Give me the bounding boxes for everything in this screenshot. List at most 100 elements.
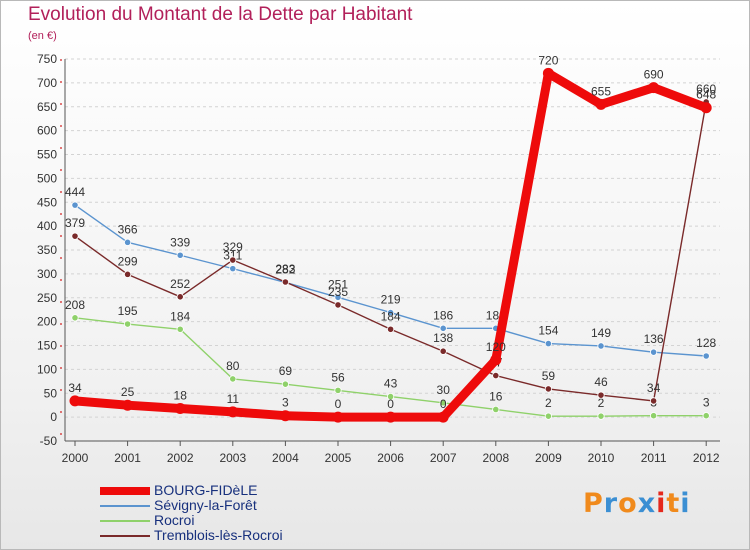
- data-point-bourg-fidele: [595, 98, 607, 110]
- data-point-rocroi: [597, 412, 605, 420]
- data-label-tremblois-les-rocroi: 46: [594, 375, 608, 389]
- data-point-rocroi: [71, 314, 79, 322]
- y-tick-label: 150: [37, 339, 57, 353]
- data-point-tremblois-les-rocroi: [492, 371, 500, 380]
- data-label-rocroi: 195: [118, 304, 138, 318]
- data-label-rocroi: 16: [489, 389, 503, 403]
- data-label-tremblois-les-rocroi: 59: [542, 369, 556, 383]
- legend-swatch-rocroi: [100, 520, 150, 522]
- x-tick-label: 2002: [167, 451, 194, 465]
- y-tick-label: 450: [37, 195, 57, 209]
- data-point-tremblois-les-rocroi: [649, 397, 658, 405]
- data-point-rocroi: [492, 405, 500, 414]
- data-point-tremblois-les-rocroi: [71, 232, 79, 240]
- proxiti-logo: Proxiti: [583, 488, 691, 519]
- legend-label-rocroi: Rocroi: [154, 512, 195, 528]
- data-label-tremblois-les-rocroi: 379: [65, 216, 85, 230]
- data-point-tremblois-les-rocroi: [334, 301, 342, 309]
- data-label-tremblois-les-rocroi: 34: [647, 381, 661, 395]
- data-label-bourg-fidele: 0: [440, 397, 447, 411]
- data-point-tremblois-les-rocroi: [124, 270, 132, 278]
- data-label-bourg-fidele: 720: [538, 53, 558, 67]
- y-tick-label: 500: [37, 171, 57, 185]
- data-label-rocroi: 80: [226, 359, 240, 373]
- x-tick-label: 2005: [325, 451, 352, 465]
- chart-title: Evolution du Montant de la Dette par Hab…: [28, 4, 413, 25]
- data-label-bourg-fidele: 25: [121, 385, 135, 399]
- x-tick-label: 2003: [219, 451, 246, 465]
- y-tick-label: 750: [37, 52, 57, 66]
- data-label-bourg-fidele: 11: [227, 392, 240, 406]
- data-label-rocroi: 56: [331, 370, 345, 384]
- data-label-bourg-fidele: 0: [335, 397, 342, 411]
- data-label-tremblois-les-rocroi: 299: [118, 254, 138, 268]
- data-label-bourg-fidele: 655: [591, 84, 611, 98]
- data-label-rocroi: 69: [279, 364, 293, 378]
- x-tick-label: 2000: [62, 451, 89, 465]
- data-point-bourg-fidele: [648, 82, 660, 94]
- data-point-sevigny-la-foret: [71, 201, 79, 209]
- data-label-rocroi: 2: [545, 396, 552, 410]
- data-label-sevigny-la-foret: 128: [696, 336, 716, 350]
- data-point-rocroi: [702, 412, 710, 420]
- data-point-tremblois-les-rocroi: [229, 256, 237, 264]
- x-tick-label: 2001: [114, 451, 141, 465]
- data-point-tremblois-les-rocroi: [386, 325, 395, 333]
- data-point-bourg-fidele: [700, 102, 712, 114]
- data-point-tremblois-les-rocroi: [597, 391, 605, 399]
- data-point-bourg-fidele: [385, 411, 397, 423]
- data-label-sevigny-la-foret: 311: [223, 249, 242, 263]
- x-tick-label: 2007: [430, 451, 457, 465]
- data-label-bourg-fidele: 120: [486, 340, 506, 354]
- data-label-tremblois-les-rocroi: 283: [275, 262, 295, 276]
- y-tick-label: 550: [37, 148, 57, 162]
- data-label-sevigny-la-foret: 149: [591, 326, 611, 340]
- data-label-tremblois-les-rocroi: 138: [433, 331, 453, 345]
- data-point-sevigny-la-foret: [649, 348, 658, 356]
- data-label-bourg-fidele: 3: [282, 396, 289, 410]
- series-line-tremblois-les-rocroi: [74, 101, 707, 402]
- data-point-sevigny-la-foret: [124, 238, 132, 246]
- data-label-sevigny-la-foret: 136: [644, 332, 664, 346]
- data-point-rocroi: [544, 412, 553, 420]
- data-point-bourg-fidele: [227, 406, 239, 418]
- data-label-rocroi: 30: [437, 383, 451, 397]
- data-point-rocroi: [439, 399, 447, 407]
- x-tick-label: 2004: [272, 451, 299, 465]
- data-label-sevigny-la-foret: 444: [65, 185, 85, 199]
- x-tick-label: 2008: [482, 451, 509, 465]
- data-label-rocroi: 43: [384, 377, 398, 391]
- data-point-rocroi: [334, 386, 342, 394]
- data-label-sevigny-la-foret: 186: [433, 308, 453, 322]
- data-label-bourg-fidele: 0: [387, 397, 394, 411]
- data-label-tremblois-les-rocroi: 235: [328, 285, 348, 299]
- legend-label-sevigny: Sévigny-la-Forêt: [154, 497, 257, 513]
- y-tick-label: 0: [50, 410, 57, 424]
- y-tick-label: 600: [37, 124, 57, 138]
- data-point-sevigny-la-foret: [334, 293, 342, 301]
- data-point-bourg-fidele: [174, 403, 186, 415]
- legend-item-tremblois: Tremblois-lès-Rocroi: [100, 527, 420, 544]
- y-tick-label: 100: [37, 362, 57, 376]
- unit-label: (en €): [28, 30, 57, 42]
- data-label-bourg-fidele: 690: [644, 68, 664, 82]
- data-point-bourg-fidele: [490, 354, 502, 366]
- data-point-tremblois-les-rocroi: [439, 347, 447, 355]
- data-label-rocroi: 208: [65, 298, 85, 312]
- y-tick-label: 300: [37, 267, 57, 281]
- data-point-rocroi: [649, 412, 658, 420]
- data-point-tremblois-les-rocroi: [544, 385, 553, 393]
- data-point-rocroi: [124, 320, 132, 328]
- data-point-tremblois-les-rocroi: [281, 278, 289, 286]
- y-tick-label: 200: [37, 315, 57, 329]
- data-label-bourg-fidele: 18: [174, 389, 188, 403]
- data-point-bourg-fidele: [69, 395, 81, 407]
- data-label-sevigny-la-foret: 282: [275, 262, 295, 276]
- data-point-sevigny-la-foret: [597, 342, 605, 350]
- legend-swatch-sevigny: [100, 505, 150, 507]
- x-tick-label: 2006: [377, 451, 404, 465]
- y-tick-label: 650: [37, 100, 57, 114]
- legend-swatch-bourg-fidele: [100, 487, 150, 495]
- y-tick-label: 50: [44, 386, 58, 400]
